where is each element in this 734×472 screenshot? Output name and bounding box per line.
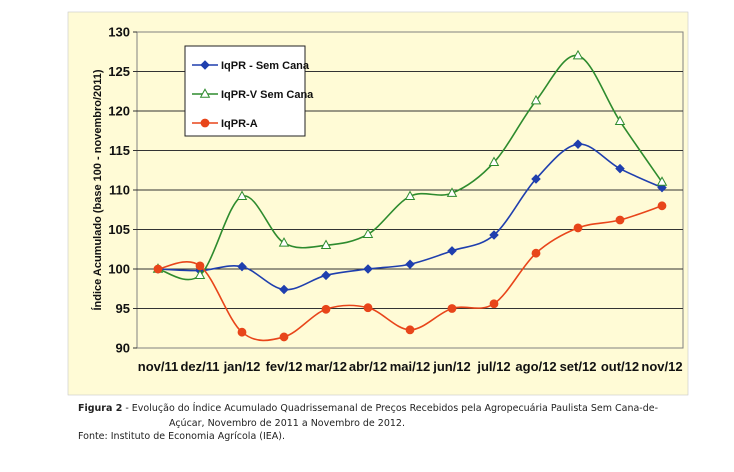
data-point <box>446 187 458 197</box>
x-tick-label: out/12 <box>601 359 639 374</box>
source-note: Fonte: Instituto de Economia Agrícola (I… <box>78 431 286 442</box>
data-point <box>363 303 373 313</box>
data-point <box>200 60 210 70</box>
figure-label: Figura 2 <box>78 403 123 414</box>
data-point <box>321 304 331 314</box>
data-point <box>489 230 499 240</box>
data-point <box>404 190 416 201</box>
data-point <box>153 264 163 274</box>
y-tick-label: 130 <box>108 25 130 40</box>
data-point <box>488 156 500 167</box>
data-point <box>363 264 373 274</box>
y-tick-label: 90 <box>116 341 130 356</box>
data-point <box>573 139 583 149</box>
x-tick-label: set/12 <box>560 359 597 374</box>
data-point <box>657 201 667 211</box>
figure-caption: Figura 2 - Evolução do Índice Acumulado … <box>78 401 698 431</box>
data-point <box>237 261 247 272</box>
data-point <box>278 237 290 247</box>
legend-label: IqPR-V Sem Cana <box>221 89 314 101</box>
data-point <box>447 304 457 313</box>
data-point <box>236 190 248 201</box>
x-tick-label: dez/11 <box>180 359 219 374</box>
x-tick-label: mai/12 <box>390 359 430 374</box>
x-tick-label: fev/12 <box>266 359 303 374</box>
data-point <box>447 246 457 256</box>
x-tick-label: abr/12 <box>349 359 387 374</box>
legend-label: IqPR - Sem Cana <box>221 60 310 72</box>
y-tick-label: 105 <box>108 222 130 237</box>
x-tick-label: jan/12 <box>223 359 261 374</box>
y-tick-label: 100 <box>108 262 130 277</box>
data-point <box>405 325 415 335</box>
data-point <box>199 88 211 98</box>
legend-item: IqPR-A <box>192 118 258 130</box>
legend-item: IqPR-V Sem Cana <box>192 88 314 101</box>
caption-text-line2: Açúcar, Novembro de 2011 a Novembro de 2… <box>169 418 405 429</box>
data-point <box>531 174 541 184</box>
data-point <box>656 176 668 186</box>
x-tick-label: jul/12 <box>476 359 510 374</box>
chart: 90 95 100 105 110 115 120 125 130 nov/11 dez/11 jan… <box>67 11 689 396</box>
x-tick-label: jun/12 <box>432 359 471 374</box>
series-3 <box>153 201 667 342</box>
data-point <box>362 228 374 238</box>
data-point <box>200 118 210 128</box>
data-point <box>531 248 541 258</box>
y-tick-label: 115 <box>109 143 130 158</box>
data-point <box>321 270 331 281</box>
data-point <box>572 49 584 60</box>
y-tick-label: 95 <box>116 301 130 316</box>
data-point <box>237 327 247 337</box>
y-tick-label: 125 <box>108 64 130 79</box>
data-point <box>530 94 542 105</box>
x-tick-label: nov/11 <box>138 359 178 374</box>
legend-item: IqPR - Sem Cana <box>192 60 310 72</box>
data-point <box>195 261 205 271</box>
legend: IqPR - Sem Cana IqPR-V Sem Cana IqPR-A <box>184 45 314 137</box>
data-point <box>279 284 289 295</box>
data-point <box>279 332 289 342</box>
y-tick-label: 110 <box>109 183 130 198</box>
data-point <box>615 163 625 174</box>
data-point <box>573 223 583 233</box>
data-point <box>320 239 332 249</box>
x-tick-label: mar/12 <box>305 359 347 374</box>
y-axis-label: Índice Acumulado (base 100 - novembro/20… <box>91 69 104 310</box>
y-tick-label: 120 <box>108 104 130 119</box>
data-point <box>405 259 415 270</box>
caption-text-line1: - Evolução do Índice Acumulado Quadrisse… <box>122 403 659 414</box>
data-point <box>489 299 499 309</box>
legend-label: IqPR-A <box>221 118 258 130</box>
x-tick-label: nov/12 <box>641 359 682 374</box>
series-2 <box>152 49 668 281</box>
data-point <box>615 215 625 225</box>
data-point <box>614 115 626 125</box>
x-tick-label: ago/12 <box>515 359 556 374</box>
data-point <box>194 269 206 280</box>
